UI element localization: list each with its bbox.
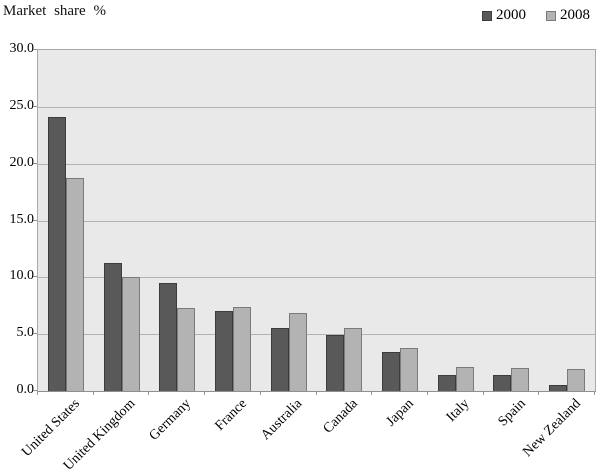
y-axis-tick	[33, 105, 37, 107]
y-axis-tick	[33, 219, 37, 221]
plot-area	[37, 49, 596, 392]
x-axis-tick	[92, 391, 94, 395]
y-axis-label-0.0: 0.0	[16, 382, 35, 397]
bar-2000-australia	[271, 328, 289, 391]
bar-2000-japan	[382, 352, 400, 391]
bar-2008-united-states	[66, 178, 84, 391]
x-axis-tick	[37, 391, 38, 395]
y-axis-tick	[33, 49, 37, 50]
x-axis-label-italy: Italy	[443, 396, 473, 426]
x-axis-label-australia: Australia	[258, 396, 306, 444]
bar-2000-united-kingdom	[104, 263, 122, 391]
y-axis-tick	[33, 276, 37, 278]
y-axis-tick	[33, 390, 37, 391]
legend-label-2008: 2008	[560, 7, 590, 23]
legend-swatch-2008-icon	[546, 10, 556, 21]
bar-2000-united-states	[48, 117, 66, 391]
x-axis-tick	[482, 391, 484, 395]
y-axis-label-30.0: 30.0	[9, 41, 35, 56]
gridline-5	[38, 334, 595, 336]
x-axis-tick	[538, 391, 540, 395]
y-axis-tick	[33, 333, 37, 335]
y-axis-tick	[33, 162, 37, 164]
bar-2000-canada	[326, 335, 344, 391]
x-axis-tick	[594, 391, 595, 395]
bar-2008-united-kingdom	[122, 277, 140, 391]
x-axis-tick	[259, 391, 261, 395]
x-axis-label-canada: Canada	[320, 396, 362, 437]
bar-2008-france	[233, 307, 251, 391]
legend-item-2008: 2008	[546, 8, 590, 23]
bar-2008-new-zealand	[567, 369, 585, 391]
gridline-20	[38, 163, 595, 165]
gridline-15	[38, 220, 595, 222]
x-axis-tick	[371, 391, 373, 395]
x-axis-label-japan: Japan	[383, 396, 417, 430]
x-axis-tick	[426, 391, 428, 395]
bar-2000-new-zealand	[549, 385, 567, 391]
bar-2008-italy	[456, 367, 474, 391]
y-axis-label-5.0: 5.0	[16, 325, 35, 341]
bar-2008-canada	[344, 328, 362, 391]
legend-swatch-2000-icon	[482, 10, 492, 21]
bar-2000-france	[215, 311, 233, 391]
bar-2008-germany	[177, 308, 195, 391]
bar-2008-spain	[511, 368, 529, 391]
gridline-25	[38, 106, 595, 108]
x-axis-label-new-zealand: New Zealand	[520, 396, 585, 460]
x-axis-label-france: France	[212, 396, 250, 434]
chart-title: Market share %	[3, 3, 106, 19]
bar-2000-spain	[493, 375, 511, 391]
y-axis-label-15.0: 15.0	[9, 211, 35, 227]
legend-label-2000: 2000	[496, 7, 526, 23]
bar-2008-japan	[400, 348, 418, 391]
legend: 2000 2008	[482, 8, 590, 23]
y-axis-label-25.0: 25.0	[9, 97, 35, 113]
bar-2008-australia	[289, 313, 307, 391]
x-axis-tick	[148, 391, 150, 395]
x-axis-tick	[204, 391, 206, 395]
x-axis-tick	[315, 391, 317, 395]
x-axis-label-germany: Germany	[146, 396, 195, 444]
y-axis-label-10.0: 10.0	[9, 268, 35, 284]
gridline-10	[38, 277, 595, 279]
x-axis-label-spain: Spain	[495, 396, 529, 430]
bar-2000-germany	[159, 283, 177, 391]
legend-item-2000: 2000	[482, 8, 526, 23]
bar-2000-italy	[438, 375, 456, 391]
y-axis-label-20.0: 20.0	[9, 154, 35, 170]
